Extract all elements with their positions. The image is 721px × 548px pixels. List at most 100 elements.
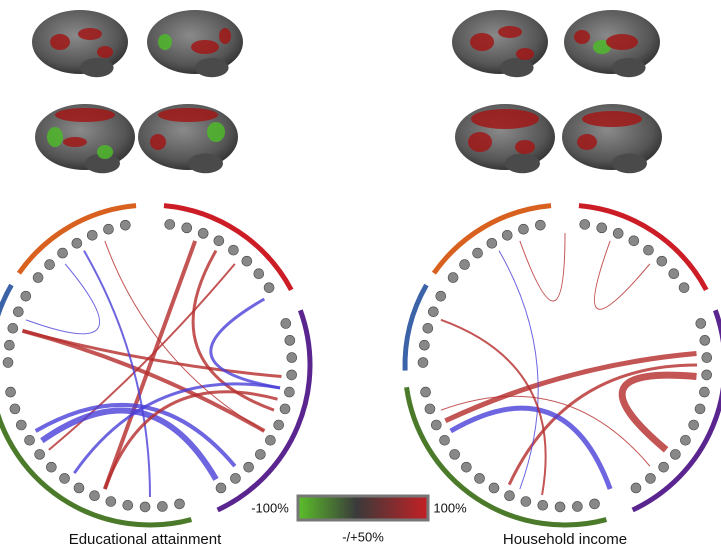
node-thumbnail [472,247,483,259]
cerebellum [80,58,114,78]
cerebellum [612,58,646,78]
node-thumbnail [612,228,624,239]
node-thumbnail [7,322,19,334]
node-thumbnail [439,434,450,446]
node-thumbnail [645,473,656,484]
module-arc [402,283,429,371]
activation [150,134,166,150]
node-thumbnail [228,244,239,256]
connection [103,390,278,490]
node-thumbnail [695,318,707,329]
node-thumbnail [243,461,254,473]
cerebellum [505,153,540,174]
module-arc [404,386,608,528]
node-thumbnail [20,290,32,302]
module-arc [16,203,137,275]
node-thumbnail [32,272,44,283]
node-thumbnail [241,255,253,267]
activation [470,33,494,51]
colorbar [296,494,430,522]
node-thumbnail [280,318,292,329]
activation [158,108,218,122]
connection [73,382,281,474]
node-thumbnail [13,306,24,318]
activation [606,34,638,50]
activation [97,46,113,58]
colorbar-max-label: 100% [433,500,467,515]
connection [593,240,651,310]
cerebellum [500,58,534,78]
connection [209,297,281,390]
node-thumbnail [670,449,681,460]
panel-caption: Household income [503,531,627,548]
node-thumbnail [474,473,485,484]
node-thumbnail [579,219,591,230]
node-thumbnail [643,244,654,256]
node-thumbnail [86,229,98,241]
module-arc [578,203,709,292]
node-thumbnail [589,498,600,510]
brain-renders [32,10,662,174]
brain [452,10,548,74]
connection [25,263,101,335]
connectograms [0,203,721,528]
activation [498,26,522,38]
activation [158,34,172,50]
activation [207,122,225,142]
node-thumbnail [122,499,134,511]
module-arc [431,203,552,275]
cerebellum [85,153,120,174]
node-thumbnail [656,255,668,267]
node-thumbnail [2,357,14,368]
panel-caption: Educational attainment [69,531,222,548]
node-thumbnail [279,403,291,415]
node-thumbnail [428,306,439,318]
activation [582,111,642,127]
node-thumbnail [535,219,546,231]
node-thumbnail [215,482,227,494]
node-thumbnail [263,282,275,293]
node-thumbnail [699,386,710,398]
node-thumbnail [419,339,430,351]
node-thumbnail [284,386,295,398]
node-thumbnail [9,403,21,415]
node-thumbnail [630,482,642,494]
activation [574,30,590,44]
node-thumbnail [628,235,640,247]
module-arc [0,412,193,528]
activation [471,109,539,129]
activation [577,134,597,150]
node-thumbnail [16,419,27,431]
node-thumbnail [71,237,83,249]
node-thumbnail [431,419,442,431]
node-thumbnail [572,501,583,512]
connection [449,405,613,490]
node-thumbnail [688,419,699,431]
node-thumbnail [554,501,566,513]
activation [63,137,87,147]
node-thumbnail [596,222,608,234]
node-thumbnail [699,335,711,346]
module-arc [0,283,14,318]
activation [219,28,231,44]
module-arc [631,309,721,513]
connection [498,250,539,490]
connection [83,250,151,498]
node-thumbnail [694,403,706,415]
connection [102,240,198,490]
node-thumbnail [59,473,70,484]
activation [78,28,102,40]
node-thumbnail [181,222,193,234]
node-thumbnail [701,369,712,381]
node-thumbnail [44,259,55,270]
brain [147,10,243,74]
brain [32,10,128,74]
node-thumbnail [658,461,669,473]
module-arc [163,203,294,292]
node-thumbnail [4,339,15,351]
node-thumbnail [103,223,114,235]
cerebellum [195,58,229,78]
cerebellum [612,153,647,174]
connection [40,407,219,481]
